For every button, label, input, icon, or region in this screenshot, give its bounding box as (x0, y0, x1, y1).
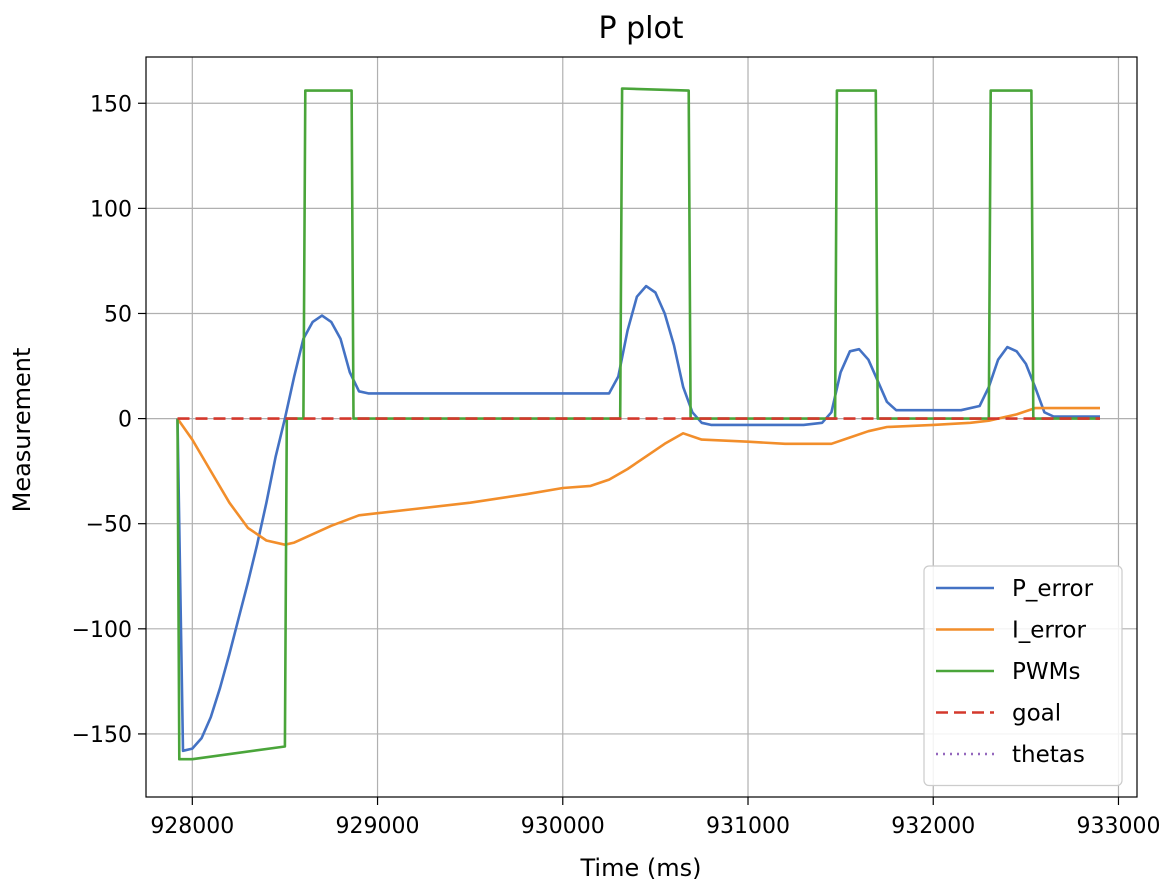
chart-title: P plot (598, 11, 683, 46)
tick-group: 928000 929000 930000 931000 932000 933000 −150… (72, 92, 1161, 839)
legend-label: thetas (1012, 742, 1085, 768)
legend-box (923, 565, 1123, 787)
y-tick-label: 150 (90, 92, 132, 117)
legend-label: goal (1012, 701, 1061, 727)
x-tick-label: 928000 (150, 814, 234, 839)
plot-area-frame (145, 56, 1138, 798)
x-tick-label: 931000 (706, 814, 790, 839)
x-axis-label: Time (ms) (580, 854, 702, 882)
y-tick-label: 100 (90, 197, 132, 222)
y-tick-label: 50 (104, 302, 132, 327)
y-tick-label: −50 (86, 513, 132, 538)
legend: P_error I_error PWMs goal thetas (923, 565, 1123, 787)
y-tick-label: −100 (72, 618, 132, 643)
x-tick-label: 930000 (521, 814, 605, 839)
legend-label: I_error (1012, 618, 1087, 644)
series-line-p-error (176, 284, 1100, 753)
series-line-pwms (176, 87, 1100, 761)
y-axis-label: Measurement (8, 348, 36, 513)
x-tick-label: 932000 (891, 814, 975, 839)
x-tick-label: 929000 (336, 814, 420, 839)
y-tick-label: −150 (72, 723, 132, 748)
series-line-i-error (176, 406, 1100, 547)
series-group (176, 87, 1100, 761)
y-tick-label: 0 (118, 408, 132, 433)
x-tick-label: 933000 (1076, 814, 1160, 839)
legend-label: P_error (1012, 576, 1094, 602)
legend-label: PWMs (1012, 659, 1080, 685)
